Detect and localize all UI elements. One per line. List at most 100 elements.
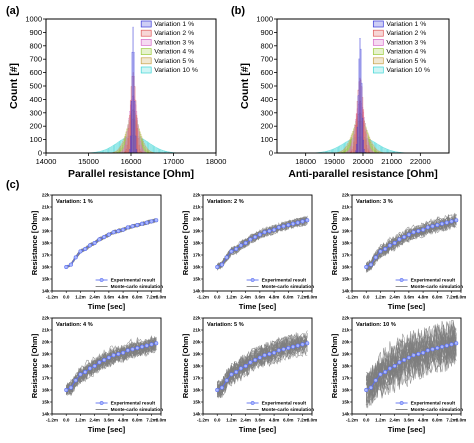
x-tick-label: 8.0m xyxy=(307,418,317,423)
experimental-point xyxy=(97,237,102,242)
experimental-point xyxy=(73,378,78,383)
experimental-point xyxy=(238,366,243,371)
legend-label-experimental: Experimental result xyxy=(111,401,156,407)
experimental-point xyxy=(440,344,445,349)
y-axis-label: Resistance [Ohm] xyxy=(330,333,339,398)
experimental-point xyxy=(64,264,69,269)
experimental-point xyxy=(64,387,69,392)
experimental-point xyxy=(421,350,426,355)
montecarlo-trace xyxy=(365,323,457,403)
experimental-point xyxy=(257,232,262,237)
y-axis-label: Resistance [Ohm] xyxy=(330,210,339,275)
experimental-point xyxy=(121,227,126,232)
subplot-variation-2: 14k 15k 16k 17k 18k 19k 20k 21k 22k -1.2m 0.0 1.2m 2… xyxy=(181,193,317,311)
y-tick-label: 18k xyxy=(193,241,201,246)
experimental-point xyxy=(149,219,154,224)
x-tick-label: 6.0m xyxy=(283,295,293,300)
parallel-resistance-histogram: 0 100 200 300 400 500 600 700 800 900 1000 14000 150… xyxy=(8,15,226,181)
x-tick-label: 7.2m xyxy=(297,418,307,423)
legend-label-montecarlo: Monte-carlo simulation xyxy=(262,284,315,290)
experimental-point xyxy=(425,348,430,353)
y-tick-label: 22k xyxy=(342,316,350,321)
x-tick-label: 0.0 xyxy=(63,418,70,423)
y-tick-label: 18k xyxy=(193,364,201,369)
legend-label: Variation 5 % xyxy=(386,58,426,65)
experimental-point xyxy=(92,363,97,368)
legend-label: Variation 2 % xyxy=(154,30,194,37)
montecarlo-trace xyxy=(66,340,157,394)
y-tick-label: 900 xyxy=(260,28,273,37)
x-tick-label: 4.8m xyxy=(418,295,428,300)
y-tick-label: 300 xyxy=(260,108,273,117)
experimental-point xyxy=(154,341,159,346)
experimental-point xyxy=(234,369,239,374)
experimental-point xyxy=(248,237,253,242)
legend-label: Variation 10 % xyxy=(154,67,198,74)
legend-swatch xyxy=(372,48,384,55)
y-tick-label: 1000 xyxy=(25,15,42,24)
legend-label: Variation 4 % xyxy=(386,49,426,56)
experimental-point xyxy=(392,363,397,368)
experimental-point xyxy=(253,357,258,362)
legend-label-experimental: Experimental result xyxy=(111,278,156,284)
experimental-point xyxy=(248,360,253,365)
y-tick-label: 19k xyxy=(342,352,350,357)
experimental-point xyxy=(140,344,145,349)
legend-swatch xyxy=(140,29,152,37)
x-tick-label: 2.4m xyxy=(389,418,399,423)
y-axis-label: Resistance [Ohm] xyxy=(181,210,190,275)
experimental-point xyxy=(78,372,83,377)
experimental-point xyxy=(368,262,373,267)
x-tick-label: 4.8m xyxy=(269,295,279,300)
experimental-point xyxy=(73,255,78,260)
experimental-point xyxy=(378,249,383,254)
y-tick-label: 14k xyxy=(342,289,350,294)
experimental-point xyxy=(444,220,449,225)
resistance-vs-time-grid: 14k 15k 16k 17k 18k 19k 20k 21k 22k -1.2m 0.0 1.2m 2… xyxy=(30,193,466,434)
y-tick-label: 0 xyxy=(38,149,42,158)
x-axis-label: Anti-parallel resistance [Ohm] xyxy=(288,168,437,180)
y-tick-label: 900 xyxy=(29,28,42,37)
experimental-point xyxy=(97,360,102,365)
experimental-point xyxy=(135,223,140,228)
experimental-point xyxy=(416,351,421,356)
legend-label: Variation 5 % xyxy=(154,58,194,65)
experimental-point xyxy=(373,378,378,383)
x-tick-label: 14000 xyxy=(36,157,57,166)
y-tick-label: 14k xyxy=(193,289,201,294)
y-tick-label: 400 xyxy=(260,95,273,104)
y-tick-label: 18k xyxy=(42,241,50,246)
x-tick-label: 0.0 xyxy=(363,418,370,423)
legend-swatch xyxy=(372,20,384,28)
y-tick-label: 200 xyxy=(29,122,42,131)
experimental-point xyxy=(87,366,92,371)
panel-label-c: (c) xyxy=(6,179,20,191)
x-tick-label: 1.2m xyxy=(375,418,385,423)
y-tick-label: 21k xyxy=(42,328,50,333)
experimental-point xyxy=(224,255,229,260)
subplot-variation-6: 14k 15k 16k 17k 18k 19k 20k 21k 22k -1.2m 0.0 1.2m 2… xyxy=(330,316,466,434)
variation-title: Variation: 2 % xyxy=(207,199,244,205)
experimental-point xyxy=(402,357,407,362)
experimental-point xyxy=(295,220,300,225)
legend-label: Variation 2 % xyxy=(386,30,426,37)
experimental-point xyxy=(243,363,248,368)
y-tick-label: 18k xyxy=(42,364,50,369)
montecarlo-trace xyxy=(365,334,457,406)
legend-label-experimental: Experimental result xyxy=(262,278,307,284)
x-tick-label: 4.8m xyxy=(118,418,128,423)
y-axis-label: Resistance [Ohm] xyxy=(30,333,39,398)
experimental-point xyxy=(238,243,243,248)
experimental-point xyxy=(224,378,229,383)
x-tick-label: 6.0m xyxy=(432,295,442,300)
experimental-point xyxy=(281,347,286,352)
experimental-point xyxy=(364,387,369,392)
subplot-variation-5: 14k 15k 16k 17k 18k 19k 20k 21k 22k -1.2m 0.0 1.2m 2… xyxy=(181,316,317,434)
experimental-point xyxy=(392,241,397,246)
y-tick-label: 20k xyxy=(193,340,201,345)
x-tick-label: 0.0 xyxy=(214,418,221,423)
x-tick-label: 6.0m xyxy=(283,418,293,423)
variation-title: Variation: 4 % xyxy=(56,322,93,328)
y-tick-label: 17k xyxy=(42,376,50,381)
subplot-variation-3: 14k 15k 16k 17k 18k 19k 20k 21k 22k -1.2m 0.0 1.2m 2… xyxy=(330,193,466,311)
